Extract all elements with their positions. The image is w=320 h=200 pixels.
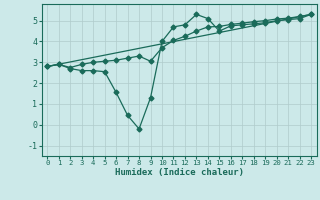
X-axis label: Humidex (Indice chaleur): Humidex (Indice chaleur) [115,168,244,177]
